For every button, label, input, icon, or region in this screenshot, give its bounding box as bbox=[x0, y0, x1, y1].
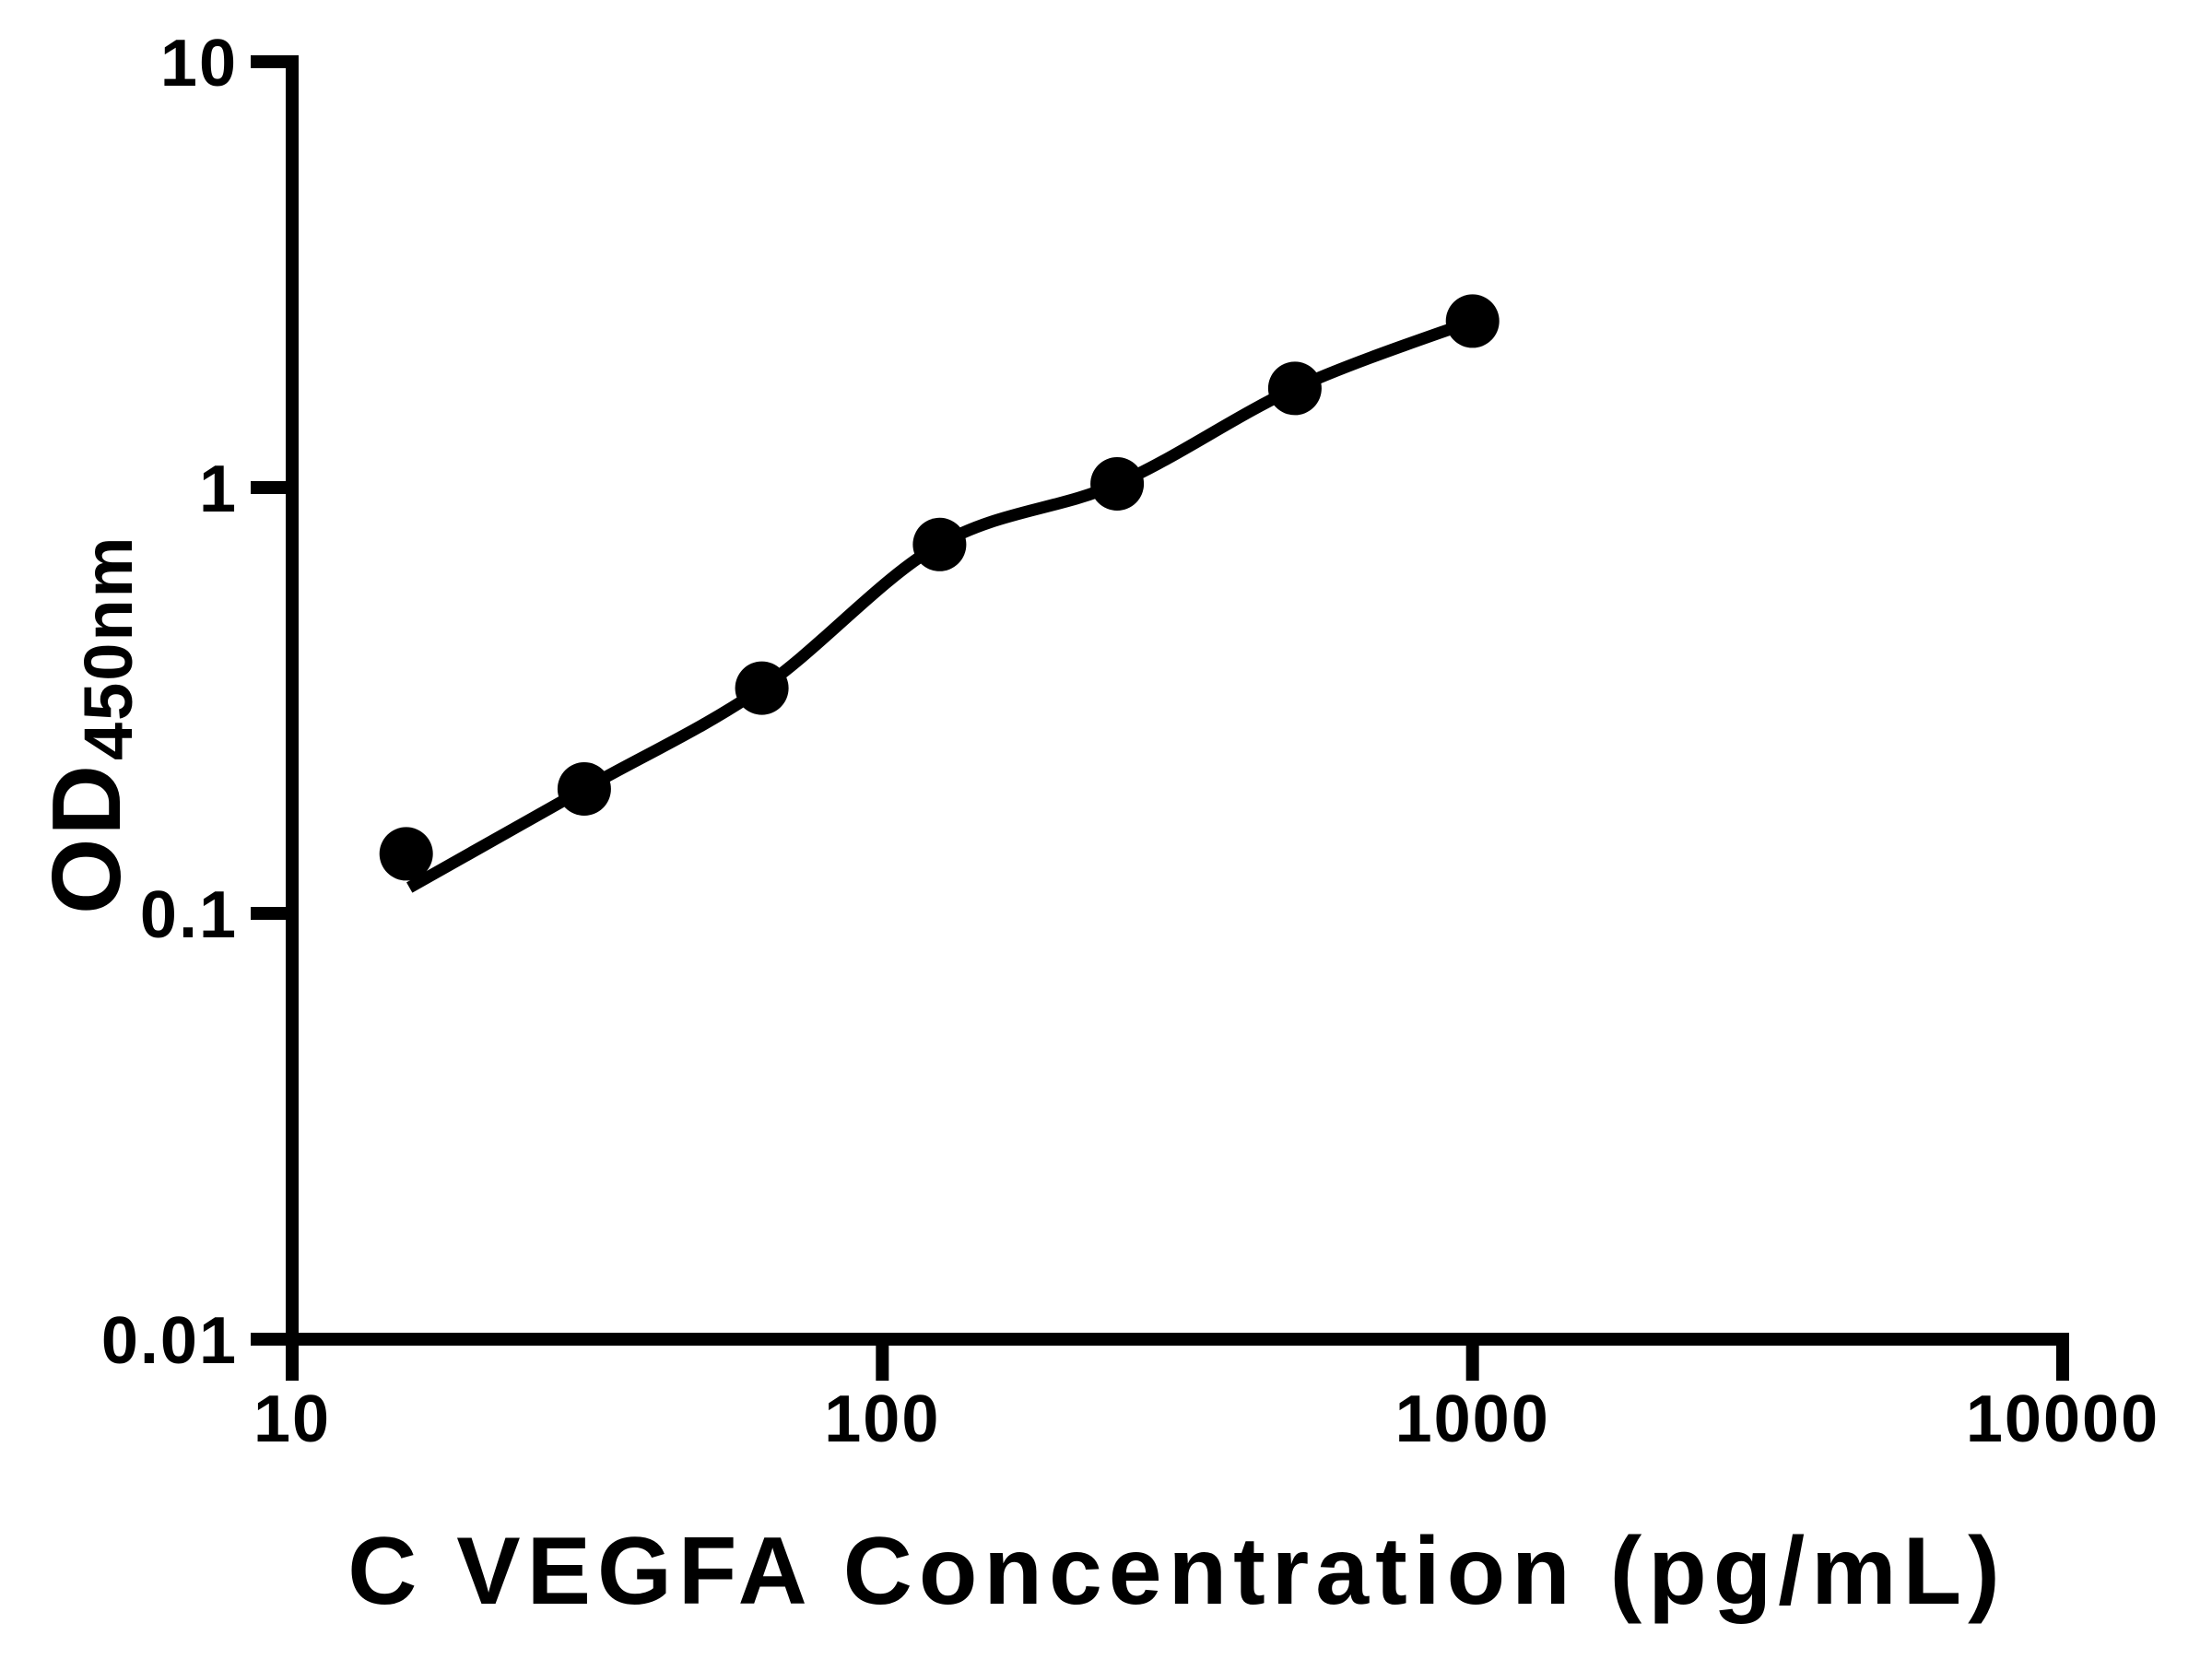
x-axis-tick-labels: 10 100 1000 10000 bbox=[253, 1382, 2159, 1456]
y-axis-tick-labels: 10 1 0.1 0.01 bbox=[101, 27, 238, 1378]
y-axis-ticks bbox=[251, 55, 292, 1346]
y-tick-label: 0.01 bbox=[101, 1304, 238, 1378]
x-axis-title: C VEGFA Concentration (pg/mL) bbox=[347, 1518, 2006, 1625]
y-tick-label: 10 bbox=[160, 27, 238, 100]
data-point bbox=[1445, 294, 1500, 348]
x-axis-ticks bbox=[286, 1339, 2069, 1381]
data-point bbox=[1090, 457, 1145, 511]
data-point bbox=[912, 517, 967, 571]
plot-area bbox=[379, 294, 1500, 893]
data-point bbox=[557, 762, 611, 816]
x-tick-label: 1000 bbox=[1395, 1382, 1550, 1456]
y-axis-title: OD bbox=[32, 762, 141, 914]
data-point bbox=[735, 661, 789, 715]
y-tick-label: 0.1 bbox=[140, 878, 238, 952]
x-tick-label: 10000 bbox=[1966, 1382, 2159, 1456]
x-tick-label: 100 bbox=[824, 1382, 940, 1456]
y-axis-title-subscript: 450nm bbox=[70, 535, 147, 760]
axes bbox=[286, 55, 2069, 1346]
y-tick-label: 1 bbox=[199, 453, 238, 526]
data-point bbox=[379, 827, 433, 881]
data-point bbox=[1267, 361, 1322, 416]
x-tick-label: 10 bbox=[253, 1382, 331, 1456]
